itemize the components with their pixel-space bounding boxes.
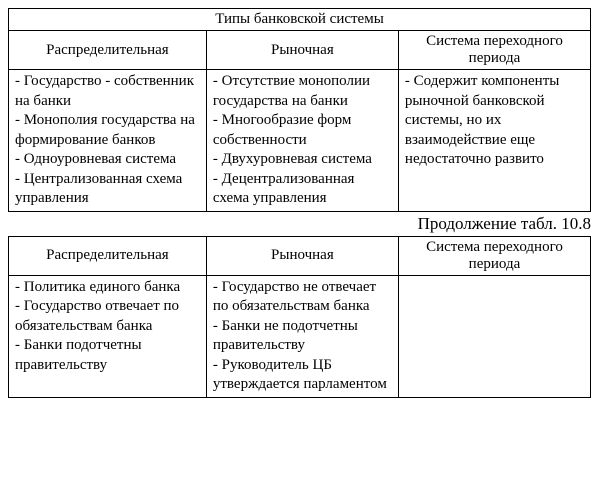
table2-header-col1: Распределительная <box>9 236 207 275</box>
continuation-caption: Продолжение табл. 10.8 <box>8 214 591 234</box>
table1-cell-col3: - Содержит компоненты рыночной банковско… <box>398 70 590 212</box>
table1-cell-col2: - Отсутствие монополии государства на ба… <box>206 70 398 212</box>
table1-header-col1: Распределительная <box>9 31 207 70</box>
table1-title: Типы банковской системы <box>9 9 591 31</box>
table2-header-col3: Система переходного периода <box>398 236 590 275</box>
table1-header-col3: Система переходного периода <box>398 31 590 70</box>
banking-types-table-2: Распределительная Рыночная Система перех… <box>8 236 591 398</box>
banking-types-table-1: Типы банковской системы Распределительна… <box>8 8 591 212</box>
table2-cell-col1: - Политика единого банка - Государство о… <box>9 275 207 397</box>
table1-cell-col1: - Государство - собственник на банки - М… <box>9 70 207 212</box>
table2-cell-col2: - Государство не отвечает по обязательст… <box>206 275 398 397</box>
table2-header-col2: Рыночная <box>206 236 398 275</box>
table2-cell-col3 <box>398 275 590 397</box>
table1-header-col2: Рыночная <box>206 31 398 70</box>
